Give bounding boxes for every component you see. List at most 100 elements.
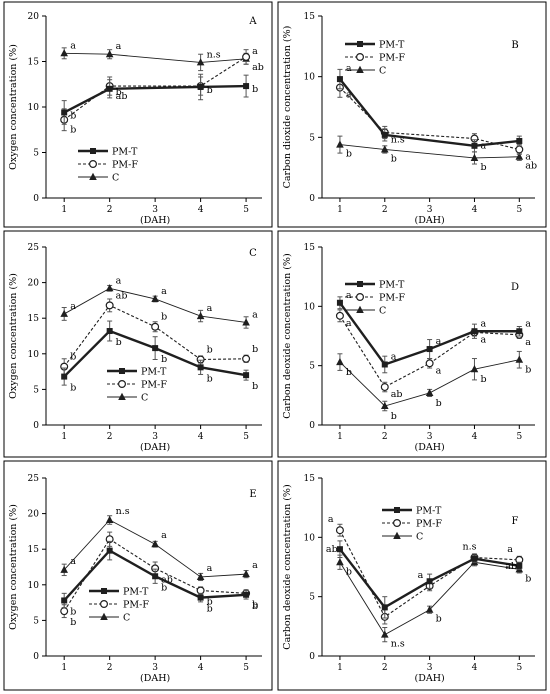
y-tick-label: 15: [304, 12, 316, 22]
x-tick-label: 3: [427, 432, 433, 442]
series-pm-t: a: [336, 63, 523, 153]
x-axis-label: (DAH): [140, 673, 170, 684]
panel-letter: B: [511, 40, 518, 51]
data-point: [242, 52, 251, 61]
significance-label: n.s: [207, 49, 221, 60]
data-point: [425, 605, 434, 613]
y-axis-label: Oxygen concentration (%): [8, 504, 19, 630]
significance-label: ab: [116, 290, 128, 301]
significance-label: ab: [326, 544, 338, 555]
data-point: [335, 526, 344, 535]
data-point: [151, 294, 159, 302]
significance-label: b: [346, 367, 352, 378]
x-tick-label: 4: [198, 205, 204, 215]
y-tick-label: 15: [28, 314, 40, 324]
panel-frame: [277, 230, 547, 458]
y-axis-label: Oxygen concentration (%): [8, 273, 19, 399]
x-tick-label: 5: [516, 205, 522, 215]
x-tick-label: 2: [382, 663, 388, 673]
panel-f: 0 5 10 15 1 2 3 4 5 (DAH) Carbon deoxide concentra…: [277, 460, 547, 691]
x-tick-label: 2: [382, 205, 388, 215]
legend-label: PM-T: [141, 367, 167, 378]
y-tick-label: 15: [304, 474, 316, 484]
panel-letter: C: [249, 248, 257, 259]
data-point: [60, 607, 69, 616]
significance-label: a: [418, 570, 424, 581]
y-tick-label: 0: [309, 194, 315, 204]
data-point: [380, 630, 389, 638]
legend-label: C: [379, 306, 386, 317]
significance-label: b: [207, 596, 213, 607]
panel-frame: [277, 1, 547, 228]
data-point: [426, 346, 433, 353]
legend-marker: [88, 160, 97, 169]
x-tick-label: 2: [107, 663, 113, 673]
panel-e: 0 5 10 15 20 25 1 2 3 4 5 (DAH) Oxygen concentration…: [3, 460, 273, 691]
significance-label: b: [70, 606, 76, 617]
y-tick-label: 10: [28, 350, 40, 360]
data-point: [381, 604, 388, 611]
x-axis-label: (DAH): [415, 442, 445, 453]
y-tick-label: 5: [309, 362, 315, 372]
data-point: [105, 284, 114, 292]
y-tick-label: 10: [304, 302, 316, 312]
panel-letter: E: [249, 489, 256, 500]
x-axis-label: (DAH): [415, 215, 445, 226]
y-tick-label: 5: [309, 133, 315, 143]
y-axis-label: Oxygen concentration (%): [8, 44, 19, 170]
significance-label: b: [70, 125, 76, 136]
series-c: a a a a a: [60, 275, 258, 329]
legend-marker: [356, 293, 365, 302]
significance-label: a: [116, 41, 122, 52]
y-tick-label: 5: [33, 616, 39, 626]
y-tick-label: 10: [304, 533, 316, 543]
significance-label: b: [480, 374, 486, 385]
data-point: [60, 309, 68, 317]
legend: PM-T PM-F C: [345, 280, 405, 317]
significance-label: n.s: [391, 639, 405, 650]
series-line: [339, 561, 520, 636]
y-tick-label: 5: [33, 385, 39, 395]
data-point: [515, 355, 524, 363]
y-tick-label: 5: [309, 593, 315, 603]
significance-label: b: [391, 153, 397, 164]
x-tick-label: 5: [516, 663, 522, 673]
significance-label: b: [116, 337, 122, 348]
data-point: [151, 540, 159, 548]
data-point: [515, 145, 524, 154]
x-tick-label: 3: [152, 205, 158, 215]
data-point: [197, 594, 204, 601]
significance-label: b: [207, 344, 213, 355]
significance-label: a: [161, 286, 167, 297]
data-point: [197, 83, 204, 90]
y-tick-label: 25: [28, 243, 40, 253]
legend-label: C: [416, 532, 423, 543]
data-point: [470, 153, 479, 161]
data-point: [471, 328, 478, 335]
significance-label: b: [391, 411, 397, 422]
panel-frame: [3, 460, 273, 691]
significance-label: b: [252, 84, 258, 95]
data-point: [242, 318, 250, 326]
data-point: [515, 152, 524, 160]
legend-label: C: [379, 66, 386, 77]
x-tick-label: 1: [61, 432, 67, 442]
x-tick-label: 1: [337, 205, 343, 215]
x-tick-label: 3: [427, 205, 433, 215]
data-point: [336, 76, 343, 83]
series-line: [63, 287, 247, 323]
legend-marker: [357, 281, 363, 287]
significance-label: b: [252, 601, 258, 612]
series-pm-f: a a n.s a: [328, 514, 524, 625]
legend-label: PM-T: [379, 40, 405, 51]
y-tick-label: 10: [28, 103, 40, 113]
significance-label: a: [525, 337, 531, 348]
significance-label: b: [70, 110, 76, 121]
significance-label: a: [391, 351, 397, 362]
x-axis-label: (DAH): [415, 673, 445, 684]
legend-marker: [356, 305, 364, 313]
data-point: [516, 137, 523, 144]
panel-letter: F: [512, 516, 519, 527]
